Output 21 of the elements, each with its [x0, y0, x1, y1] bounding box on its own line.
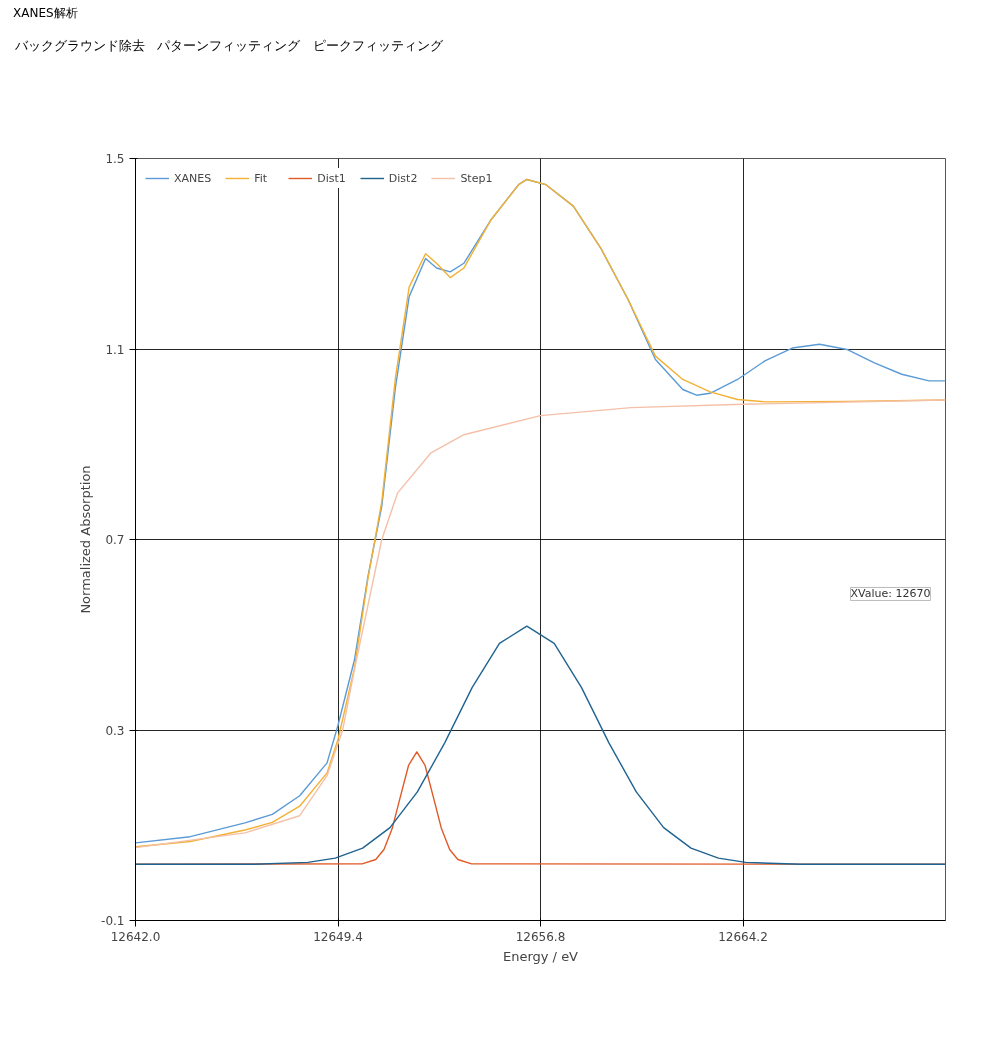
x-tick-label: 12642.0	[110, 929, 161, 944]
y-tick-label: 0.7	[105, 533, 125, 547]
line-series	[135, 399, 946, 849]
legend-label: Dist1	[317, 171, 346, 185]
x-tick-label: 12656.8	[515, 929, 566, 944]
legend-label: XANES	[174, 171, 212, 185]
y-tick-label: -0.1	[101, 914, 125, 928]
text: バックグラウンド除去 パターンフィッティング ピークフィッティング	[15, 38, 443, 53]
y-tick-label: 0.3	[105, 723, 125, 738]
y-tick-label: 1.1	[105, 342, 125, 357]
legend-label: Fit	[254, 171, 269, 185]
x-tick-label: 12649.4	[313, 929, 363, 944]
y-axis-title: Normalized Absorption	[78, 465, 94, 614]
chart-title: XANES解析	[13, 5, 78, 22]
annotation: XValue: 12670	[850, 587, 931, 601]
legend-label: Dist2	[388, 171, 418, 185]
line-series	[135, 625, 946, 865]
legend-label: Step1	[460, 171, 493, 185]
x-axis-title: Energy / eV	[502, 948, 579, 964]
x-tick-label: 12664.2	[718, 929, 768, 944]
y-tick-label: 1.5	[105, 152, 125, 166]
